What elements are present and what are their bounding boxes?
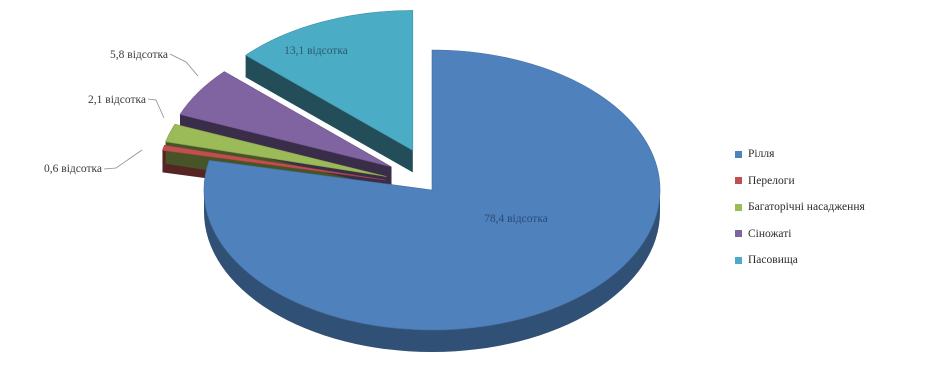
legend-item-bahatorichni: Багаторічні насадження	[735, 197, 865, 217]
pie-slice-2	[165, 123, 387, 177]
legend-item-rillia: Рілля	[735, 144, 865, 164]
legend-swatch	[735, 150, 742, 158]
legend: Рілля Перелоги Багаторічні насадження Сі…	[735, 144, 865, 277]
legend-item-pasovyshcha: Пасовища	[735, 250, 865, 270]
legend-label: Пасовища	[748, 254, 798, 266]
leader-perelohy	[103, 149, 143, 170]
legend-label: Багаторічні насадження	[748, 201, 865, 213]
legend-label: Рілля	[748, 148, 775, 160]
data-label-rillia: 78,4 відсотка	[484, 213, 548, 225]
pie-tops	[162, 10, 661, 331]
data-label-sinozhati: 5,8 відсотка	[110, 49, 168, 61]
pie-slice-1	[162, 144, 386, 181]
leader-sinozhati	[169, 53, 199, 77]
legend-swatch	[735, 177, 742, 184]
data-labels: 78,4 відсотка 13,1 відсотка 5,8 відсотка 2,…	[44, 45, 548, 225]
pie-slice-4	[245, 10, 414, 151]
data-label-perelohy: 0,6 відсотка	[44, 163, 102, 175]
data-label-pasovyshcha: 13,1 відсотка	[284, 45, 348, 57]
legend-label: Сіножаті	[748, 227, 792, 240]
pie-slice-0	[203, 49, 661, 331]
data-label-bahatorichni: 2,1 відсотка	[88, 94, 146, 106]
legend-item-sinozhati: Сіножаті	[735, 224, 865, 244]
legend-swatch	[735, 230, 742, 237]
legend-item-perelohy: Перелоги	[735, 171, 865, 191]
legend-swatch	[735, 203, 742, 211]
pie-wall-4-0	[245, 55, 413, 173]
legend-swatch	[735, 256, 742, 264]
pie-slice-3	[179, 71, 392, 168]
leader-bahatorichni	[147, 98, 165, 119]
legend-label: Перелоги	[748, 174, 795, 187]
